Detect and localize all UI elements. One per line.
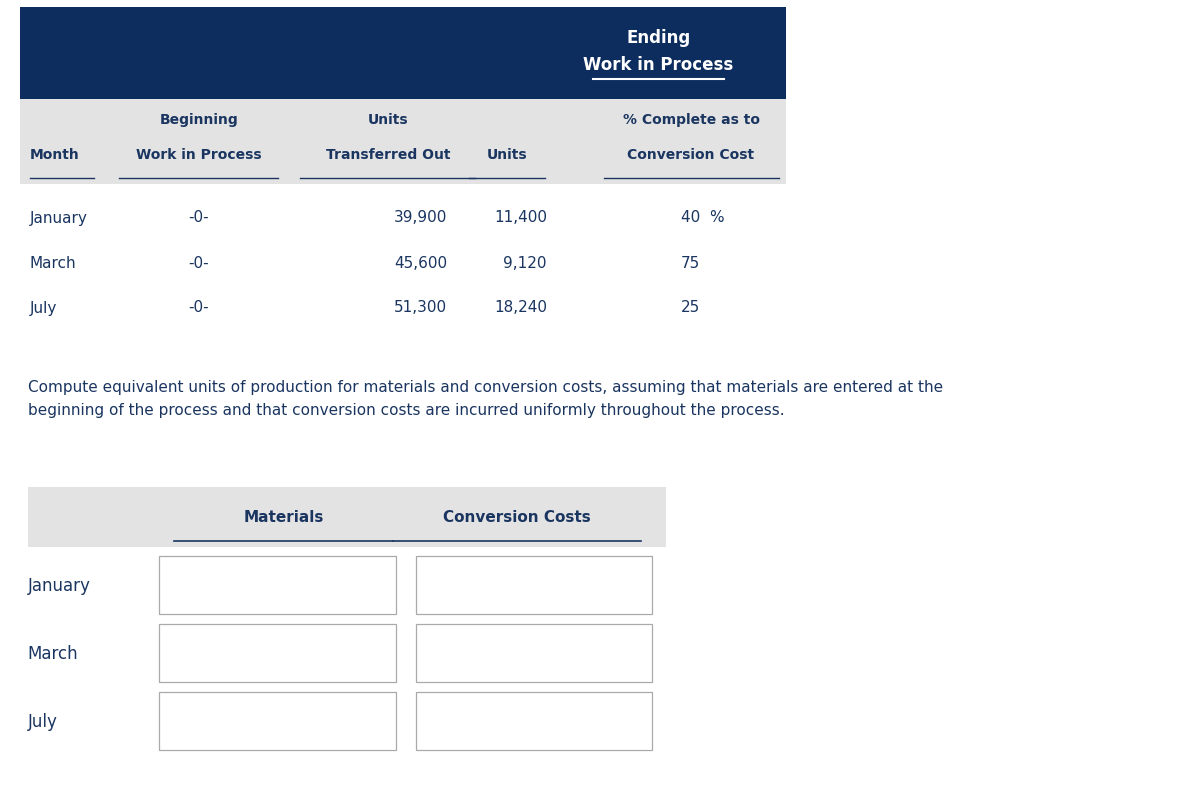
Text: Units: Units [367,113,408,127]
Text: -0-: -0- [188,300,209,315]
Bar [160,692,396,750]
Text: March: March [30,255,77,270]
Text: 11,400: 11,400 [494,210,547,225]
Bar [415,556,653,614]
Text: Work in Process: Work in Process [583,56,733,74]
Text: Units: Units [487,148,528,162]
Bar [415,692,653,750]
Text: 45,600: 45,600 [395,255,448,270]
Text: -0-: -0- [188,210,209,225]
Text: Work in Process: Work in Process [136,148,262,162]
Text: July: July [28,712,58,730]
Text: 18,240: 18,240 [494,300,547,315]
Text: -0-: -0- [188,255,209,270]
Text: 25: 25 [682,300,701,315]
Text: Beginning: Beginning [160,113,239,127]
Text: 51,300: 51,300 [395,300,448,315]
Text: Conversion Costs: Conversion Costs [443,510,590,525]
Text: 39,900: 39,900 [394,210,448,225]
Text: Ending: Ending [626,29,690,47]
Bar [20,8,786,100]
Bar [160,556,396,614]
Bar [160,624,396,682]
Text: Month: Month [30,148,79,162]
Text: 75: 75 [682,255,701,270]
Text: Compute equivalent units of production for materials and conversion costs, assum: Compute equivalent units of production f… [28,380,943,418]
Text: July: July [30,300,58,315]
Text: % Complete as to: % Complete as to [623,113,760,127]
Text: 9,120: 9,120 [503,255,547,270]
Text: 40  %: 40 % [682,210,725,225]
Bar [415,624,653,682]
Text: January: January [28,577,91,594]
Text: January: January [30,210,88,225]
Text: March: March [28,644,78,663]
Text: Materials: Materials [244,510,324,525]
Bar [28,487,666,547]
Text: Conversion Cost: Conversion Cost [628,148,755,162]
Bar [20,100,786,185]
Text: Transferred Out: Transferred Out [325,148,450,162]
